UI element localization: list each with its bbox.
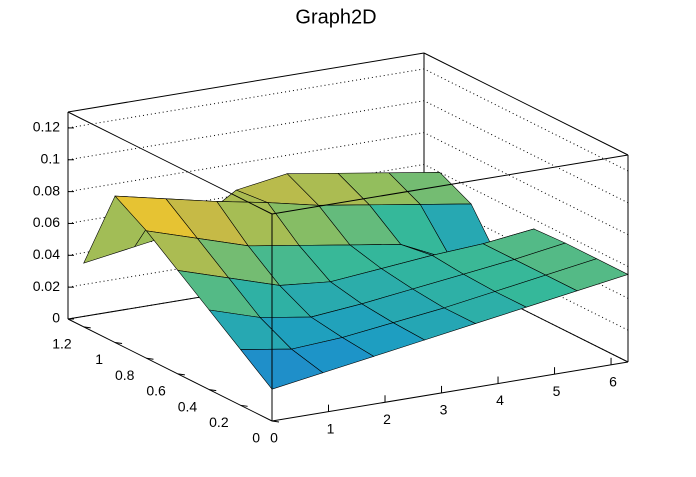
z-tick-label: 0.06 xyxy=(33,214,60,230)
y-axis xyxy=(67,318,273,422)
y-tick-label: 0.2 xyxy=(209,414,229,430)
x-tick-label: 6 xyxy=(609,374,617,390)
x-tick-label: 3 xyxy=(440,402,448,418)
y-tick xyxy=(240,404,248,407)
y-tick xyxy=(115,342,123,345)
z-tick-label: 0.02 xyxy=(33,278,60,294)
y-tick xyxy=(177,373,185,376)
y-tick xyxy=(209,389,217,392)
y-tick xyxy=(83,326,91,329)
y-tick-label: 0 xyxy=(252,430,260,446)
z-tick-label: 0 xyxy=(52,310,60,326)
y-tick xyxy=(271,420,280,423)
y-tick-label: 0.6 xyxy=(146,383,166,399)
x-axis xyxy=(271,361,629,422)
x-tick-label: 1 xyxy=(327,420,335,436)
box-edge xyxy=(423,52,629,156)
grid-line xyxy=(67,100,629,204)
grid-line xyxy=(67,132,629,236)
chart-title: Graph2D xyxy=(295,6,376,28)
y-tick xyxy=(146,357,154,360)
x-tick-label: 2 xyxy=(383,411,391,427)
box-edge xyxy=(67,111,273,215)
x-tick-label: 5 xyxy=(553,383,561,399)
y-tick-label: 1.2 xyxy=(52,336,72,352)
x-tick-label: 0 xyxy=(270,430,278,446)
y-tick-label: 0.8 xyxy=(115,367,135,383)
y-tick-label: 0.4 xyxy=(178,398,198,414)
z-tick-label: 0.1 xyxy=(41,150,61,166)
z-tick-label: 0.12 xyxy=(33,119,60,135)
y-tick-label: 1 xyxy=(95,351,103,367)
z-tick-label: 0.08 xyxy=(33,182,60,198)
surface-cell xyxy=(239,348,324,390)
box-edge xyxy=(67,52,425,113)
grid-line xyxy=(67,68,629,172)
z-tick-label: 0.04 xyxy=(33,246,60,262)
x-tick-label: 4 xyxy=(496,392,504,408)
box-edge xyxy=(271,154,629,215)
